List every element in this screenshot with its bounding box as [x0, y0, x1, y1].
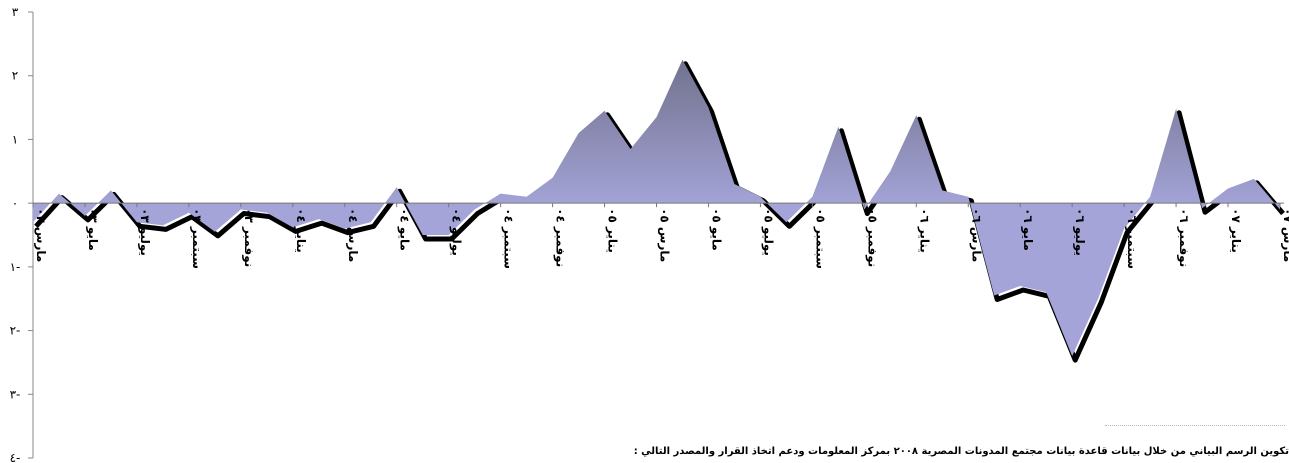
x-tick-label: يناير ٠٥	[605, 208, 619, 253]
x-tick-label: يوليو ٠٦	[1072, 208, 1087, 256]
x-tick-label: سبتمبر ٠٥	[813, 208, 827, 269]
x-tick-label: نوفمبر ٠٤	[553, 208, 568, 267]
y-tick-label: ٢-	[10, 324, 21, 338]
x-tick-label: مايو ٠٦	[1020, 208, 1035, 251]
x-tick-label: يناير ٠٧	[1229, 208, 1243, 253]
x-tick-label: نوفمبر ٠٦	[1176, 208, 1191, 267]
x-tick-label: يناير ٠٤	[294, 208, 308, 253]
y-tick-label: ٠	[12, 196, 18, 210]
x-tick-label: مايو ٠٣	[85, 208, 100, 251]
y-tick-label: ٤-	[10, 451, 21, 463]
x-tick-label: سبتمبر ٠٤	[502, 208, 516, 269]
x-tick-label: مايو ٠٤	[397, 208, 412, 251]
x-tick-label: مارس ٠٣	[34, 208, 48, 262]
x-tick-label: يوليو ٠٣	[137, 208, 152, 256]
y-tick-label: ٢	[12, 69, 18, 83]
x-tick-label: يوليو ٠٥	[760, 208, 775, 256]
x-tick-label: نوفمبر ٠٥	[864, 208, 879, 267]
x-tick-label: مايو ٠٥	[708, 208, 723, 251]
x-tick-labels: مارس ٠٣ مايو ٠٣ يوليو ٠٣ سبتمبر ٠٣ نوفمبر ٠٣…	[32, 203, 1289, 269]
x-tick-label: يوليو ٠٤	[449, 208, 464, 256]
x-tick-label: سبتمبر ٠٦	[1125, 208, 1139, 269]
dotted-rule	[1105, 425, 1285, 426]
source-note: تكوين الرسم البياني من خلال بيانات قاعدة…	[633, 446, 1289, 457]
y-tick-label: ٣-	[10, 387, 21, 401]
x-tick-label: نوفمبر ٠٣	[241, 208, 256, 267]
series-area-fill	[33, 59, 1280, 357]
y-tick-label: ٣	[12, 5, 19, 19]
y-axis: ٣ ٢ ١ ٠ ١- ٢- ٣- ٤-	[10, 5, 34, 463]
x-tick-label: مارس ٠٤	[346, 208, 360, 262]
x-tick-label: مارس ٠٥	[657, 208, 671, 262]
x-tick-label: يناير ٠٦	[917, 208, 931, 253]
x-tick-label: مارس ٠٧	[1281, 208, 1289, 262]
series-area	[33, 59, 1285, 363]
y-tick-label: ١-	[10, 260, 21, 274]
x-tick-label: سبتمبر ٠٣	[190, 208, 204, 269]
y-tick-label: ١	[12, 132, 18, 146]
x-tick-label: مارس ٠٦	[969, 208, 983, 262]
